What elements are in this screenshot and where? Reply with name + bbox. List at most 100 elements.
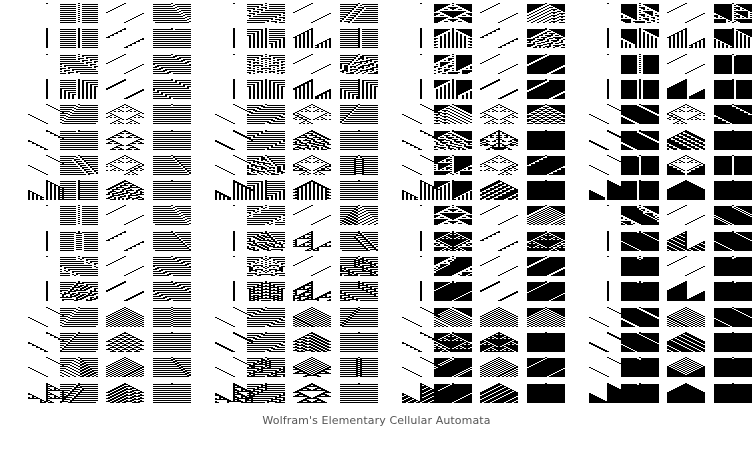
- rule-119-thumbnail: [340, 332, 378, 352]
- rule-171-thumbnail: [527, 256, 565, 276]
- rule-122-thumbnail: [293, 357, 331, 377]
- rule-45-thumbnail: [60, 281, 98, 301]
- rule-120-thumbnail: [215, 357, 253, 377]
- rule-1-thumbnail: [60, 3, 98, 23]
- rule-136-thumbnail: [420, 54, 422, 55]
- rule-226-thumbnail: [667, 205, 705, 225]
- rule-228-thumbnail: [607, 231, 609, 251]
- rule-139-thumbnail: [527, 54, 565, 74]
- rule-70-thumbnail: [293, 28, 331, 48]
- rule-247-thumbnail: [714, 332, 752, 352]
- rule-thumbnail-grid: [28, 3, 752, 403]
- rule-10-thumbnail: [106, 54, 144, 74]
- rule-182-thumbnail: [480, 332, 518, 352]
- rule-186-thumbnail: [480, 357, 518, 377]
- rule-91-thumbnail: [340, 155, 378, 175]
- rule-108-thumbnail: [233, 281, 235, 301]
- rule-173-thumbnail: [434, 281, 472, 301]
- rule-165-thumbnail: [434, 231, 472, 251]
- rule-49-thumbnail: [60, 307, 98, 327]
- rule-117-thumbnail: [247, 332, 285, 352]
- rule-246-thumbnail: [667, 332, 705, 352]
- rule-31-thumbnail: [153, 180, 191, 200]
- rule-11-thumbnail: [153, 54, 191, 74]
- rule-14-thumbnail: [106, 79, 144, 99]
- rule-43-thumbnail: [153, 256, 191, 276]
- rule-162-thumbnail: [480, 205, 518, 225]
- rule-0-thumbnail: [46, 3, 48, 4]
- rule-199-thumbnail: [714, 28, 752, 48]
- rule-106-thumbnail: [293, 256, 331, 276]
- rule-22-thumbnail: [106, 130, 144, 150]
- rule-140-thumbnail: [420, 79, 422, 99]
- rule-107-thumbnail: [340, 256, 378, 276]
- rule-76-thumbnail: [233, 79, 235, 99]
- rule-8-thumbnail: [46, 54, 48, 55]
- rule-41-thumbnail: [60, 256, 98, 276]
- rule-150-thumbnail: [480, 130, 518, 150]
- rule-64-thumbnail: [233, 3, 235, 4]
- rule-252-thumbnail: [589, 383, 627, 403]
- rule-227-thumbnail: [714, 205, 752, 225]
- rule-36-thumbnail: [46, 231, 48, 251]
- rule-9-thumbnail: [60, 54, 98, 74]
- rule-86-thumbnail: [293, 130, 331, 150]
- rule-57-thumbnail: [60, 357, 98, 377]
- rule-18-thumbnail: [106, 104, 144, 124]
- rule-170-thumbnail: [480, 256, 518, 276]
- rule-4-thumbnail: [46, 28, 48, 48]
- rule-98-thumbnail: [293, 205, 331, 225]
- rule-83-thumbnail: [340, 104, 378, 124]
- rule-47-thumbnail: [153, 281, 191, 301]
- rule-66-thumbnail: [293, 3, 331, 23]
- rule-159-thumbnail: [527, 180, 565, 200]
- rule-59-thumbnail: [153, 357, 191, 377]
- rule-69-thumbnail: [247, 28, 285, 48]
- rule-203-thumbnail: [714, 54, 752, 74]
- rule-191-thumbnail: [527, 383, 565, 403]
- rule-175-thumbnail: [527, 281, 565, 301]
- rule-19-thumbnail: [153, 104, 191, 124]
- rule-17-thumbnail: [60, 104, 98, 124]
- rule-129-thumbnail: [434, 3, 472, 23]
- rule-135-thumbnail: [527, 28, 565, 48]
- rule-238-thumbnail: [667, 281, 705, 301]
- rule-235-thumbnail: [714, 256, 752, 276]
- rule-164-thumbnail: [420, 231, 422, 251]
- rule-104-thumbnail: [233, 256, 235, 257]
- rule-94-thumbnail: [293, 180, 331, 200]
- rule-114-thumbnail: [293, 307, 331, 327]
- rule-3-thumbnail: [153, 3, 191, 23]
- rule-99-thumbnail: [340, 205, 378, 225]
- rule-187-thumbnail: [527, 357, 565, 377]
- rule-181-thumbnail: [434, 332, 472, 352]
- rule-206-thumbnail: [667, 79, 705, 99]
- rule-204-thumbnail: [607, 79, 609, 99]
- rule-197-thumbnail: [621, 28, 659, 48]
- rule-131-thumbnail: [527, 3, 565, 23]
- rule-222-thumbnail: [667, 180, 705, 200]
- rule-190-thumbnail: [480, 383, 518, 403]
- rule-172-thumbnail: [420, 281, 422, 301]
- rule-84-thumbnail: [215, 130, 253, 150]
- rule-27-thumbnail: [153, 155, 191, 175]
- rule-67-thumbnail: [340, 3, 378, 23]
- rule-105-thumbnail: [247, 256, 285, 276]
- rule-13-thumbnail: [60, 79, 98, 99]
- rule-153-thumbnail: [434, 155, 472, 175]
- rule-127-thumbnail: [340, 383, 378, 403]
- rule-174-thumbnail: [480, 281, 518, 301]
- rule-90-thumbnail: [293, 155, 331, 175]
- rule-218-thumbnail: [667, 155, 705, 175]
- rule-23-thumbnail: [153, 130, 191, 150]
- rule-12-thumbnail: [46, 79, 48, 99]
- rule-211-thumbnail: [714, 104, 752, 124]
- rule-221-thumbnail: [621, 180, 659, 200]
- rule-109-thumbnail: [247, 281, 285, 301]
- rule-217-thumbnail: [621, 155, 659, 175]
- rule-137-thumbnail: [434, 54, 472, 74]
- rule-154-thumbnail: [480, 155, 518, 175]
- rule-75-thumbnail: [340, 54, 378, 74]
- rule-25-thumbnail: [60, 155, 98, 175]
- rule-157-thumbnail: [434, 180, 472, 200]
